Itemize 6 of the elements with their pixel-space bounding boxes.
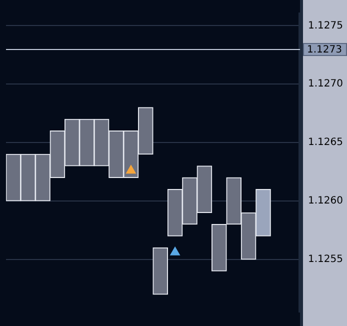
y-tick-label: 1.1255 [308, 254, 343, 266]
y-tick-label: 1.1260 [308, 196, 343, 207]
y-tick-label: 1.1265 [308, 137, 343, 148]
y-tick-label: 1.1270 [308, 78, 343, 90]
y-tick-label: 1.1275 [308, 20, 343, 32]
ref-line-label: 1.1273 [307, 44, 342, 56]
